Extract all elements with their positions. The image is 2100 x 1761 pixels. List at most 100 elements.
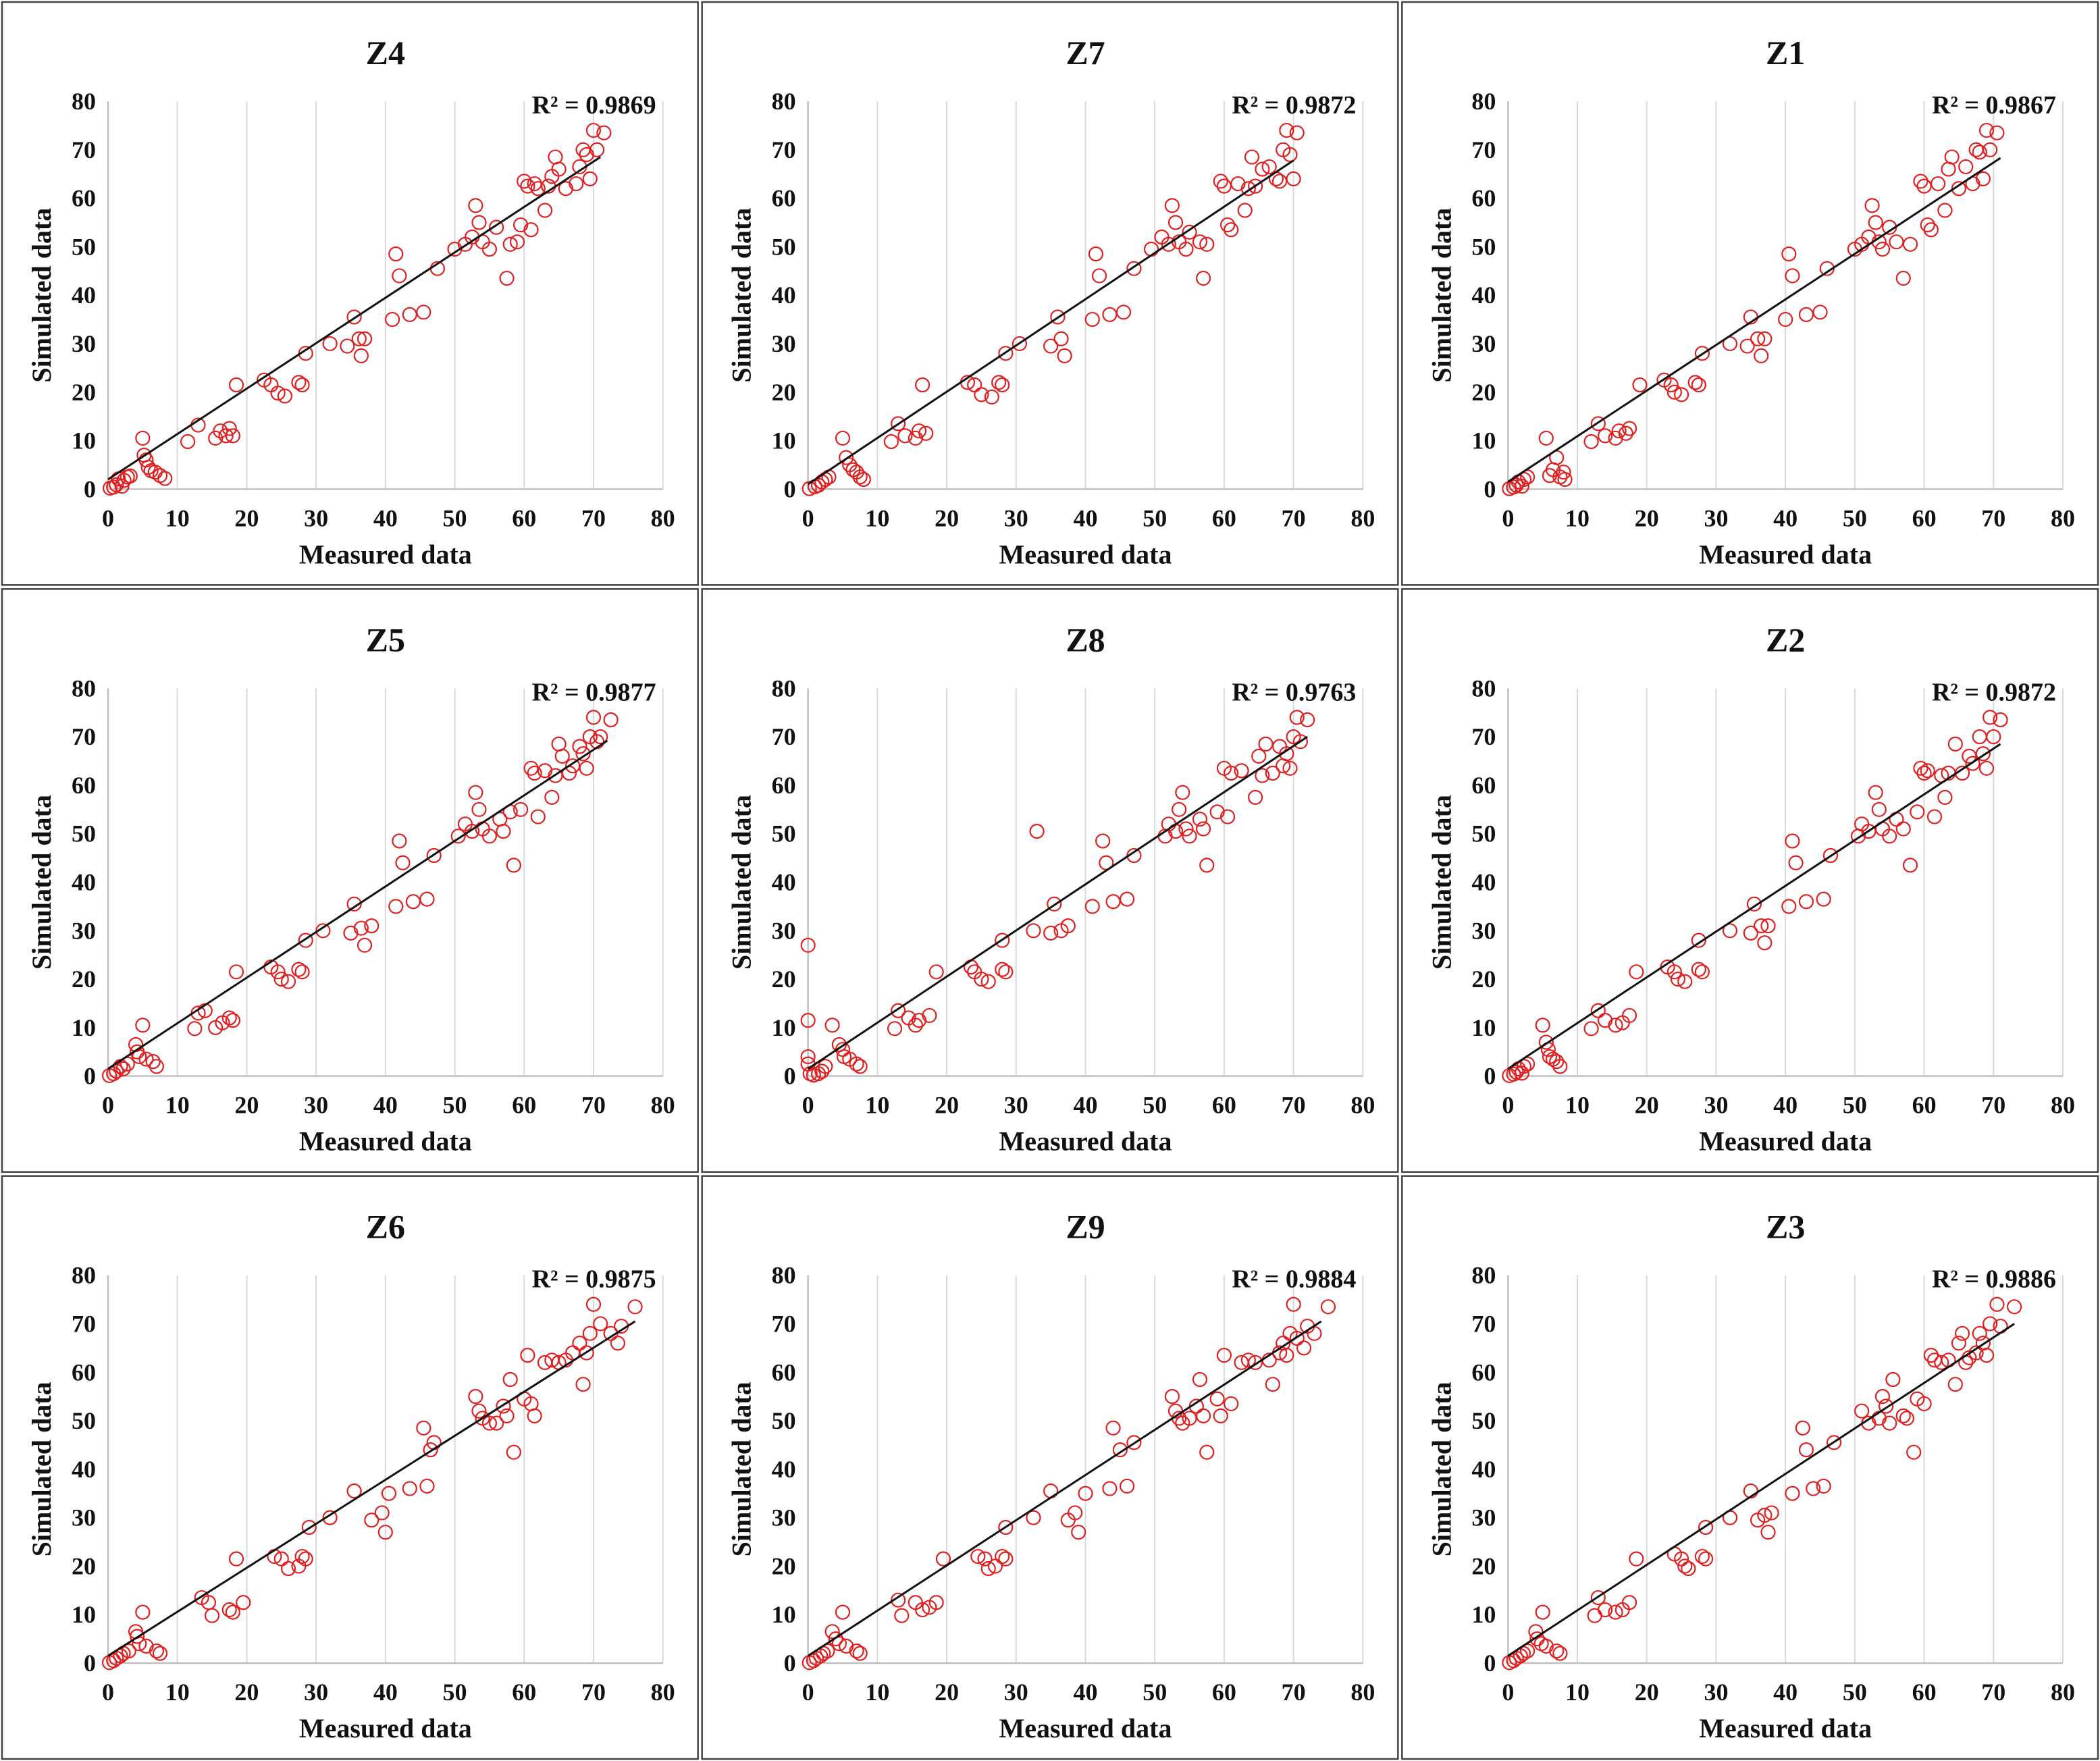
y-tick-label: 0 [84,1650,96,1677]
data-point [1885,1371,1901,1388]
y-tick-label: 10 [1471,1601,1496,1628]
data-point [106,479,122,495]
y-tick-label: 10 [1471,427,1496,454]
data-point [471,1403,487,1419]
data-point [977,1551,993,1567]
data-point [1516,1059,1532,1074]
data-point [1289,710,1305,725]
y-tick-label: 50 [772,1407,796,1434]
data-point [468,1389,483,1404]
data-point [1826,1435,1842,1450]
data-point [1983,1316,1998,1332]
data-point [1674,387,1689,402]
y-tick-label: 20 [772,1552,796,1579]
data-point [1199,1444,1215,1460]
data-point [423,1442,438,1458]
x-tick-label: 50 [443,1092,467,1119]
data-point [1781,246,1797,262]
data-point [145,1054,161,1070]
data-point [1102,307,1118,322]
x-tick-label: 80 [1350,504,1375,531]
chart-panel-z4: 0 10 20 30 40 50 60 70 80 0 10 20 30 40 50 60 70 80 Z4 Meas… [1,1,699,586]
data-point [388,899,404,914]
data-point [322,336,338,352]
data-point [1216,1348,1232,1363]
y-tick-label: 60 [72,185,96,212]
data-point [1983,142,1998,157]
data-point [291,962,307,977]
data-point [353,348,369,364]
data-point [593,729,608,745]
data-point [589,142,605,157]
data-point [426,847,442,864]
x-axis-label: Measured data [299,1126,472,1157]
y-tick-label: 60 [772,1359,796,1386]
data-point [835,1604,851,1620]
data-point [537,203,553,218]
y-tick-label: 20 [72,1552,96,1579]
data-point [1691,932,1706,948]
data-point [1913,174,1928,189]
data-point [1506,479,1521,495]
data-point [1993,712,2008,728]
x-tick-label: 40 [373,1092,398,1119]
data-point [582,171,598,186]
data-point [1590,1003,1606,1018]
data-point [998,1551,1014,1567]
panel-border [1,588,699,1173]
x-tick-label: 30 [1704,1092,1728,1119]
data-point [1989,1296,2005,1312]
trendline [107,1320,636,1657]
data-point [208,430,224,446]
r-squared-label: R² = 0.9872 [1932,678,2056,706]
data-point [270,964,286,980]
data-point [1978,122,1995,138]
data-point [1240,181,1256,196]
data-point [967,377,982,393]
data-point [897,428,913,444]
x-tick-label: 80 [2051,1679,2075,1706]
data-point [1694,1548,1710,1565]
data-point [1289,1330,1305,1346]
x-tick-label: 60 [512,1679,536,1706]
chart-title: Z8 [1066,621,1105,658]
data-point [1687,375,1703,390]
data-point [1244,149,1260,165]
data-point [1978,1348,1995,1363]
data-point [517,174,532,189]
data-point [998,964,1014,980]
y-tick-label: 80 [72,88,96,115]
data-point [1698,1551,1714,1567]
data-point [1764,1505,1779,1521]
x-tick-label: 30 [1004,1092,1028,1119]
data-point [1681,1560,1696,1577]
y-tick-label: 40 [1471,1456,1496,1483]
data-point [572,1336,587,1351]
y-tick-label: 80 [1471,1262,1496,1289]
data-point [995,377,1010,393]
data-point [1666,384,1682,400]
data-point [1071,1525,1086,1540]
data-point [1047,896,1062,912]
x-tick-label: 40 [373,504,398,531]
y-tick-label: 0 [1484,475,1496,502]
y-tick-label: 60 [72,772,96,799]
data-point [1975,171,1991,186]
data-point [122,468,138,484]
data-point [1282,147,1298,163]
data-point [1989,125,2005,140]
x-axis-label: Measured data [1699,1713,1872,1743]
data-point [1916,178,1932,194]
data-point [995,962,1010,977]
data-point [1088,246,1104,262]
data-point [1506,1066,1521,1082]
data-point [1926,809,1943,824]
x-tick-label: 70 [1981,504,2005,531]
y-tick-label: 40 [772,1456,796,1483]
data-point [575,746,591,762]
x-tick-label: 50 [1143,504,1167,531]
data-point [450,829,466,844]
r-squared-label: R² = 0.9875 [532,1265,656,1294]
data-point [596,125,612,140]
y-tick-label: 60 [772,185,796,212]
